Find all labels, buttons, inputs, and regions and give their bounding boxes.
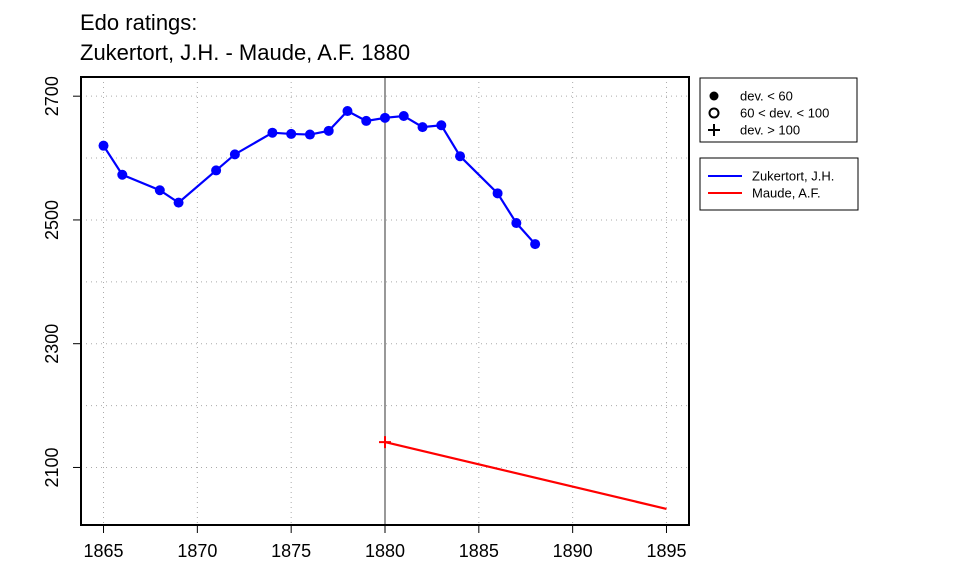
data-point (173, 197, 184, 208)
series-line (102, 109, 536, 245)
series-legend: Zukertort, J.H. Maude, A.F. (699, 157, 859, 211)
y-tick-label: 2300 (42, 324, 62, 364)
grid (81, 77, 689, 525)
data-point (267, 127, 278, 138)
data-point (286, 128, 297, 139)
series-legend-label: Zukertort, J.H. (752, 169, 834, 184)
y-tick-label: 2100 (42, 447, 62, 487)
series-legend-label: Maude, A.F. (752, 186, 821, 201)
data-point (229, 149, 240, 160)
data-point (398, 110, 409, 121)
data-point (492, 188, 503, 199)
series-line (384, 441, 667, 510)
x-tick-label: 1865 (83, 541, 123, 561)
data-point (154, 185, 165, 196)
legend-filled-circle-icon (709, 91, 719, 101)
data-point (342, 106, 353, 117)
marker-legend-label: dev. > 100 (740, 123, 800, 138)
data-point (379, 436, 391, 449)
data-point (455, 151, 466, 162)
x-tick-label: 1870 (177, 541, 217, 561)
series-legend-box (699, 157, 859, 211)
data-point (211, 165, 222, 176)
x-axis: 1865 1870 1875 1880 1885 1890 1895 (83, 525, 687, 561)
data-point (530, 239, 541, 250)
data-point (361, 115, 372, 126)
legend-open-circle-icon (708, 107, 720, 119)
marker-legend-label: dev. < 60 (740, 89, 793, 104)
x-tick-label: 1880 (365, 541, 405, 561)
chart-title-line1: Edo ratings: (80, 10, 197, 35)
y-axis: 2100 2300 2500 2700 (42, 76, 81, 487)
data-point (323, 125, 334, 136)
data-point (417, 122, 428, 133)
marker-legend: dev. < 60 60 < dev. < 100 dev. > 100 (699, 77, 858, 143)
data-point (380, 112, 390, 123)
legend-plus-icon (708, 124, 720, 136)
x-tick-label: 1890 (553, 541, 593, 561)
y-tick-label: 2500 (42, 200, 62, 240)
marker-legend-box (699, 77, 858, 143)
x-tick-label: 1895 (646, 541, 686, 561)
series-layer (98, 106, 667, 510)
x-tick-label: 1875 (271, 541, 311, 561)
y-tick-label: 2700 (42, 76, 62, 116)
data-point (511, 218, 522, 229)
plot-frame (80, 76, 690, 526)
chart-title-line2: Zukertort, J.H. - Maude, A.F. 1880 (80, 40, 410, 65)
data-point (436, 120, 447, 131)
marker-legend-label: 60 < dev. < 100 (740, 106, 829, 121)
data-point (304, 129, 315, 140)
data-point (98, 140, 109, 151)
data-point (117, 169, 128, 180)
x-tick-label: 1885 (459, 541, 499, 561)
